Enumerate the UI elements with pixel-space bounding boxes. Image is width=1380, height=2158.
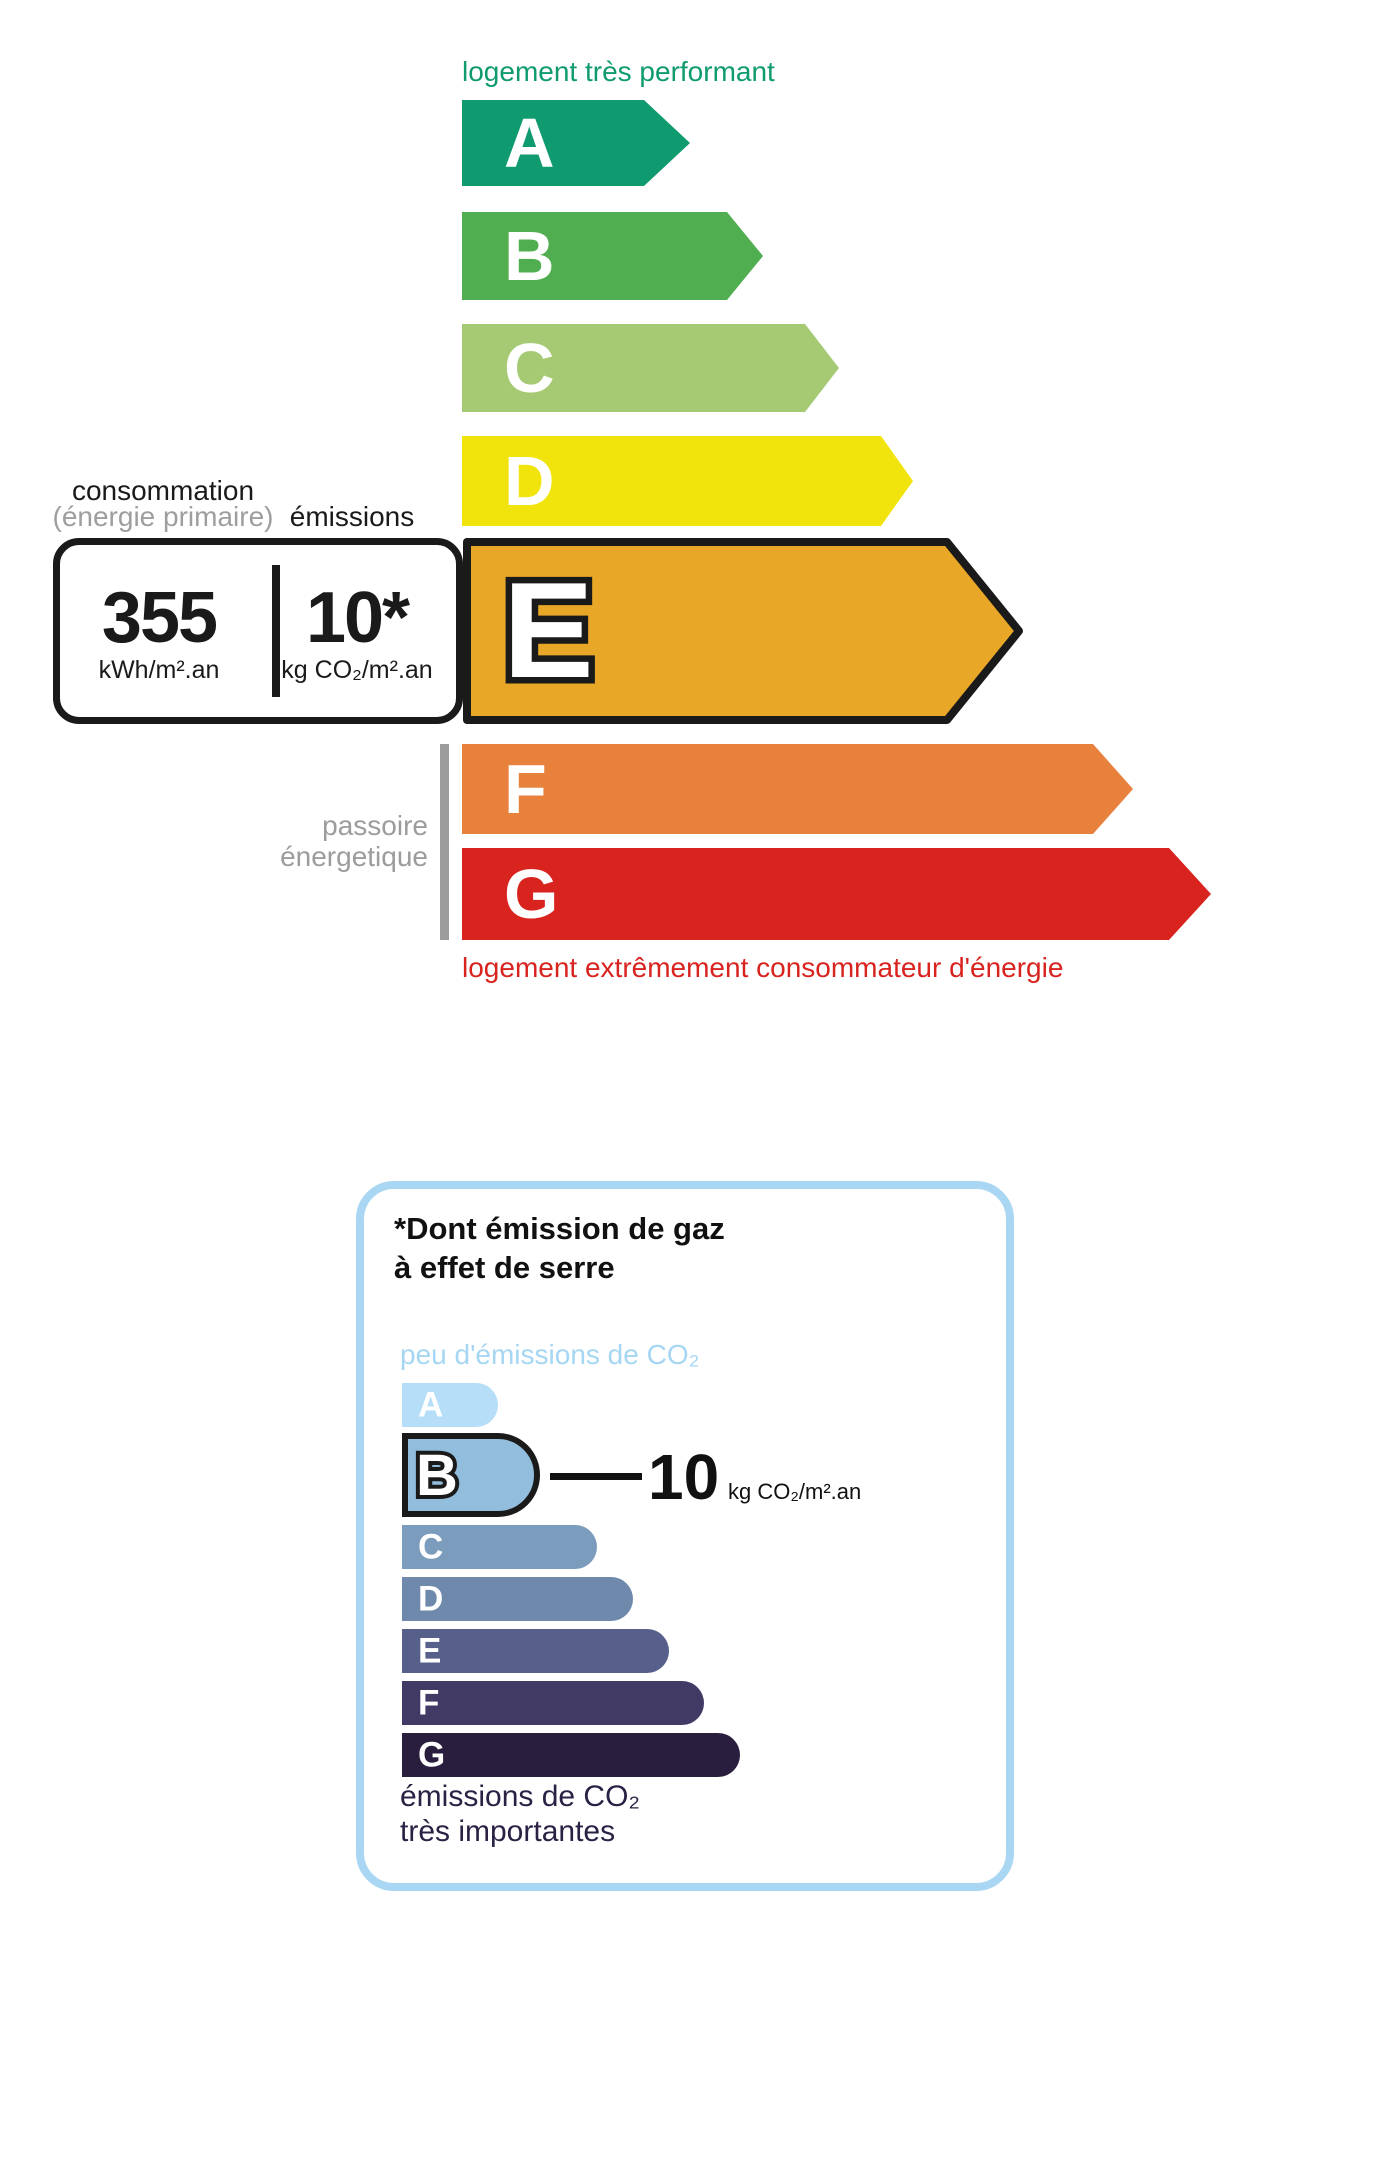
co2-class-a-letter: A xyxy=(418,1385,444,1425)
e-arrow-shape xyxy=(463,538,1023,724)
co2-note-line1: *Dont émission de gaz xyxy=(394,1211,725,1246)
energy-class-e-letter: E E xyxy=(497,554,601,706)
energy-class-b-letter: B xyxy=(504,217,555,295)
co2-class-e-letter: E xyxy=(418,1631,442,1671)
energy-class-e-arrow-current: E E xyxy=(463,538,1023,724)
emissions-unit: kg CO₂/m².an xyxy=(281,655,433,684)
passoire-bracket-bar xyxy=(440,744,449,940)
co2-class-g-letter: G xyxy=(418,1735,446,1775)
co2-unit: kg CO₂/m².an xyxy=(728,1479,862,1504)
primary-energy-subheader: (énergie primaire) xyxy=(52,501,274,532)
energy-class-d-letter: D xyxy=(504,442,555,520)
co2-class-c-letter: C xyxy=(418,1527,444,1567)
co2-class-c-bar: C xyxy=(402,1525,597,1569)
passoire-line1: passoire xyxy=(322,810,428,841)
co2-note-line2: à effet de serre xyxy=(394,1250,615,1285)
co2-high-line1: émissions de CO₂ xyxy=(400,1780,641,1813)
co2-note: *Dont émission de gaz à effet de serre xyxy=(394,1209,725,1287)
b-letter-fill: B xyxy=(416,1443,458,1508)
co2-class-g-bar: G xyxy=(402,1733,740,1777)
energy-class-c-letter: C xyxy=(504,329,555,407)
energy-class-b-arrow: B xyxy=(462,212,763,300)
co2-panel: *Dont émission de gaz à effet de serre p… xyxy=(356,1181,1014,1891)
co2-callout-line xyxy=(550,1473,642,1480)
b-letter-outline: B xyxy=(412,1443,462,1509)
passoire-label: passoire énergetique xyxy=(230,810,428,872)
co2-class-f-bar: F xyxy=(402,1681,704,1725)
emissions-cell: 10* kg CO₂/m².an xyxy=(258,545,456,717)
energy-class-g-arrow: G xyxy=(462,848,1211,940)
co2-class-d-letter: D xyxy=(418,1579,444,1619)
energy-top-caption: logement très performant xyxy=(462,56,775,87)
co2-class-e-bar: E xyxy=(402,1629,669,1673)
co2-class-a-bar: A xyxy=(402,1383,498,1427)
consumption-cell: 355 kWh/m².an xyxy=(60,545,258,717)
energy-class-a-arrow: A xyxy=(462,100,690,186)
consumption-header: consommation xyxy=(71,475,255,506)
energy-class-d-arrow: D xyxy=(462,436,913,526)
consumption-value: 355 xyxy=(101,577,218,658)
energy-class-f-letter: F xyxy=(504,750,547,828)
e-letter-fill: E xyxy=(503,554,594,706)
energy-class-g-letter: G xyxy=(504,855,559,933)
co2-high-line2: très importantes xyxy=(400,1815,616,1848)
values-divider xyxy=(272,565,280,697)
emissions-value: 10* xyxy=(305,577,410,658)
energy-class-f-arrow: F xyxy=(462,744,1133,834)
co2-class-b-bar-current: B B xyxy=(402,1433,540,1517)
consumption-unit: kWh/m².an xyxy=(98,655,220,684)
emissions-header: émissions xyxy=(289,501,415,532)
co2-high-caption: émissions de CO₂ très importantes xyxy=(400,1779,640,1849)
co2-class-f-letter: F xyxy=(418,1683,440,1723)
e-letter-outline: E xyxy=(497,554,601,706)
energy-bottom-caption: logement extrêmement consommateur d'éner… xyxy=(462,952,1064,983)
energy-class-c-arrow: C xyxy=(462,324,839,412)
co2-class-b-letter: B B xyxy=(412,1443,462,1509)
co2-low-caption: peu d'émissions de CO₂ xyxy=(400,1339,700,1370)
co2-value: 10 xyxy=(648,1441,720,1513)
energy-class-a-letter: A xyxy=(504,104,555,182)
passoire-line2: énergetique xyxy=(280,841,428,872)
co2-class-d-bar: D xyxy=(402,1577,633,1621)
values-box: 355 kWh/m².an 10* kg CO₂/m².an xyxy=(53,538,463,724)
